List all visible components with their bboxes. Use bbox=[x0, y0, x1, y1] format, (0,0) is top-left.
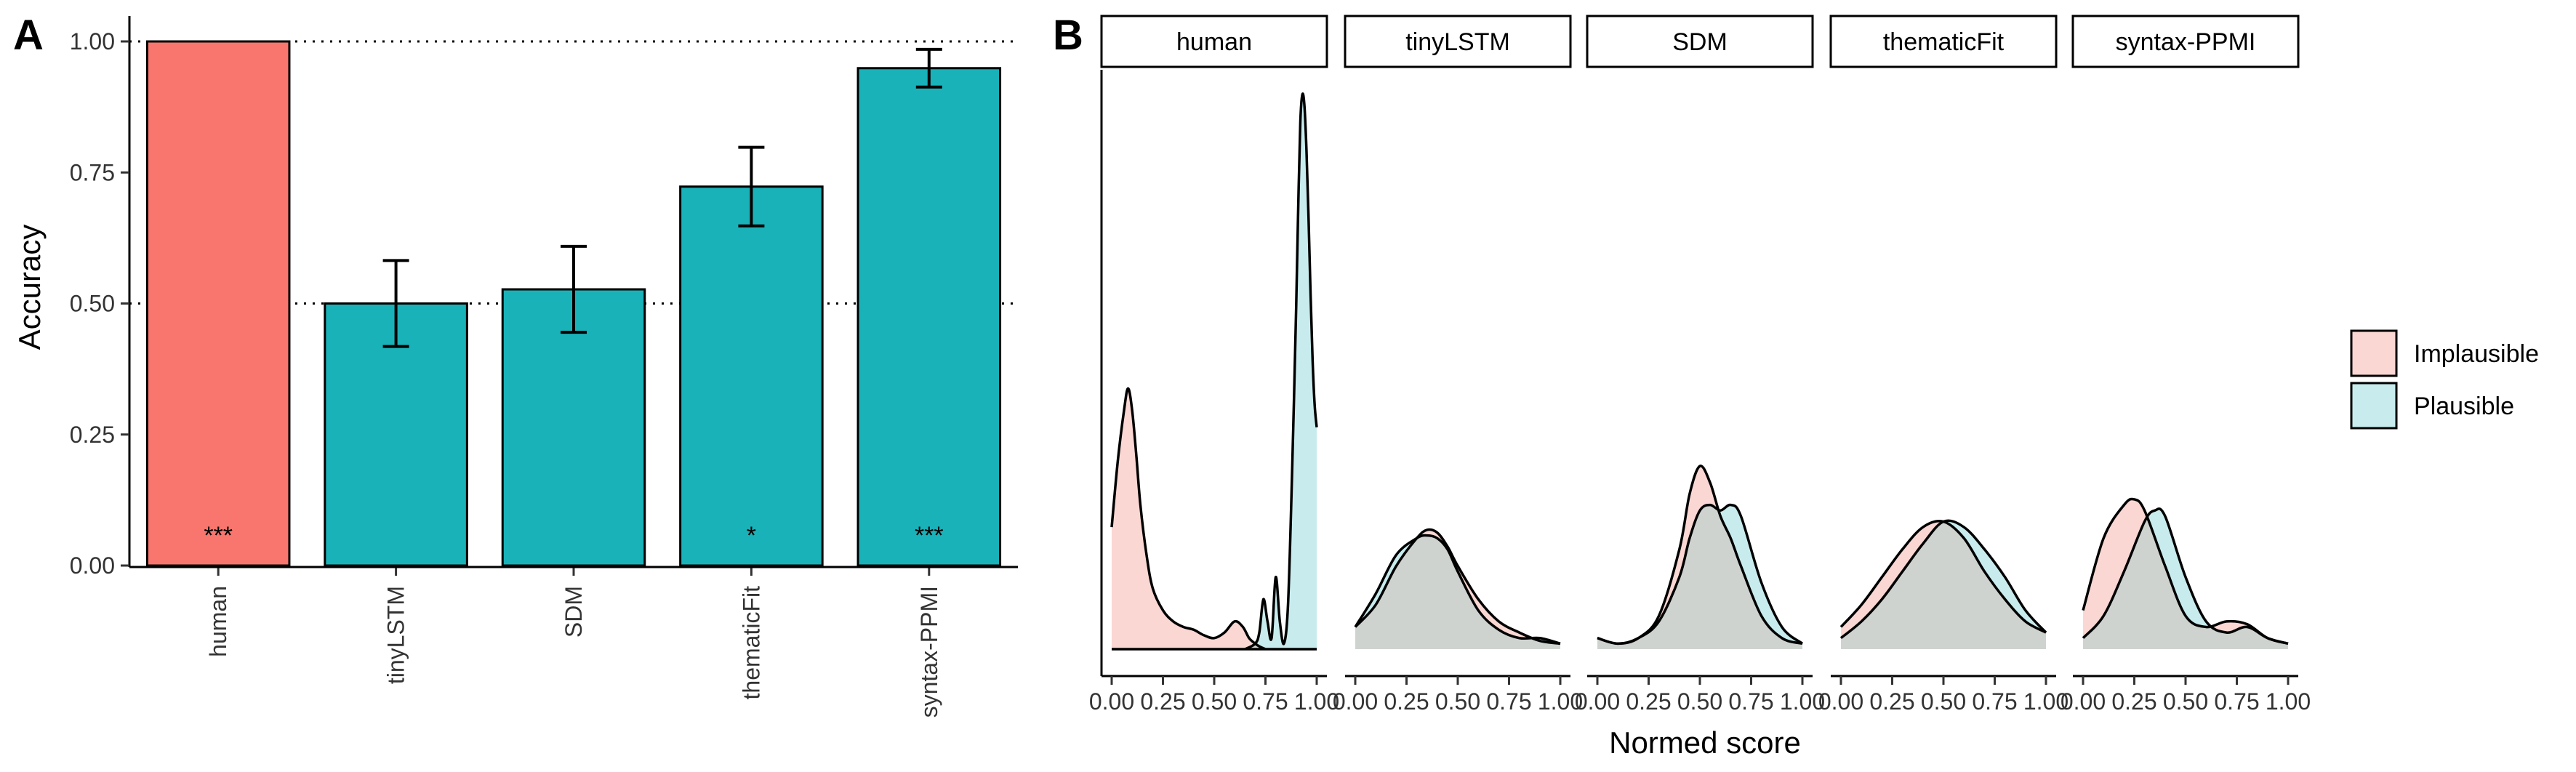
density-line-tinyLSTM-plausible bbox=[1354, 534, 1561, 646]
facet-strip-human bbox=[1100, 15, 1328, 68]
panel-a: A Accuracy *** human tinyLSTM SDM * thematicF… bbox=[12, 12, 1018, 717]
panel-a-plot: *** human tinyLSTM SDM * thematicFit *** syntax… bbox=[70, 16, 1018, 717]
x-tick-label-tinyLSTM-1: 0.25 bbox=[1384, 688, 1429, 715]
y-tick-label-3: 0.75 bbox=[70, 159, 115, 185]
x-tick-label-human-1: 0.25 bbox=[1140, 688, 1185, 715]
facet-strip-syntax-PPMI bbox=[2071, 15, 2300, 68]
panel-b-xlabel: Normed score bbox=[1609, 725, 1801, 760]
bar-SDM bbox=[501, 288, 646, 567]
facet-strip-tinyLSTM bbox=[1344, 15, 1572, 68]
facet-strip-label-thematicFit: thematicFit bbox=[1883, 28, 2005, 56]
x-tick-label-thematicFit-2: 0.50 bbox=[1921, 688, 1966, 715]
density-area-human-plausible bbox=[1245, 93, 1317, 649]
significance-label-human: *** bbox=[204, 522, 233, 550]
x-tick-label-tinyLSTM-4: 1.00 bbox=[1538, 688, 1583, 715]
facet-strip-SDM bbox=[1586, 15, 1814, 68]
density-line-SDM-plausible bbox=[1597, 503, 1804, 646]
x-tick-label-syntax-PPMI-3: 0.75 bbox=[2214, 688, 2259, 715]
x-tick-label-human-4: 1.00 bbox=[1294, 688, 1339, 715]
panel-a-letter: A bbox=[13, 12, 44, 59]
legend-label-implausible: Implausible bbox=[2414, 340, 2539, 368]
significance-label-syntax-PPMI: *** bbox=[915, 522, 944, 550]
y-tick-label-4: 1.00 bbox=[70, 28, 115, 55]
density-line-syntax-PPMI-plausible bbox=[2082, 507, 2289, 646]
bar-thematicFit bbox=[679, 185, 824, 567]
density-line-human-implausible bbox=[1110, 387, 1267, 651]
x-tick-label-tinyLSTM: tinyLSTM bbox=[383, 586, 409, 684]
density-overlap-SDM bbox=[1597, 504, 1802, 649]
x-tick-label-SDM-3: 0.75 bbox=[1728, 688, 1773, 715]
facet-SDM: SDM 0.00 0.25 0.50 0.75 1.00 bbox=[1575, 15, 1825, 715]
facet-strip-thematicFit bbox=[1829, 15, 2058, 68]
panel-b-legend: Implausible Plausible bbox=[2350, 329, 2539, 430]
density-line-tinyLSTM-implausible bbox=[1354, 528, 1561, 646]
x-tick-label-syntax-PPMI-1: 0.25 bbox=[2111, 688, 2156, 715]
y-tick-label-2: 0.50 bbox=[70, 291, 115, 317]
x-tick-label-thematicFit-3: 0.75 bbox=[1972, 688, 2017, 715]
facet-human: human 0.00 0.25 0.50 0.75 1.00 bbox=[1089, 15, 1339, 715]
facet-tinyLSTM: tinyLSTM 0.00 0.25 0.50 0.75 1.00 bbox=[1333, 15, 1583, 715]
x-tick-label-SDM-0: 0.00 bbox=[1575, 688, 1620, 715]
x-tick-label-tinyLSTM-0: 0.00 bbox=[1333, 688, 1378, 715]
x-tick-label-syntax-PPMI-2: 0.50 bbox=[2163, 688, 2208, 715]
facet-strip-label-syntax-PPMI: syntax-PPMI bbox=[2116, 28, 2256, 56]
panel-a-ylabel: Accuracy bbox=[12, 225, 47, 350]
legend-key-plausible bbox=[2350, 382, 2398, 430]
density-overlap-thematicFit bbox=[1841, 520, 2046, 649]
x-tick-label-SDM-4: 1.00 bbox=[1780, 688, 1825, 715]
facet-thematicFit: thematicFit 0.00 0.25 0.50 0.75 1.00 bbox=[1818, 15, 2069, 715]
legend-label-plausible: Plausible bbox=[2414, 393, 2514, 420]
density-line-syntax-PPMI-implausible bbox=[2082, 497, 2289, 646]
facet-syntax-PPMI: syntax-PPMI 0.00 0.25 0.50 0.75 1.00 bbox=[2061, 15, 2311, 715]
x-tick-label-syntax-PPMI-4: 1.00 bbox=[2266, 688, 2311, 715]
significance-label-thematicFit: * bbox=[747, 522, 756, 550]
x-tick-label-thematicFit: thematicFit bbox=[738, 586, 764, 700]
y-tick-label-0: 0.00 bbox=[70, 552, 115, 579]
x-tick-label-syntax-PPMI: syntax-PPMI bbox=[916, 586, 942, 717]
legend-key-implausible bbox=[2350, 329, 2398, 377]
x-tick-label-thematicFit-1: 0.25 bbox=[1869, 688, 1914, 715]
y-tick-label-1: 0.25 bbox=[70, 422, 115, 448]
density-line-thematicFit-plausible bbox=[1839, 519, 2047, 640]
density-area-human-implausible bbox=[1112, 388, 1266, 649]
x-tick-label-syntax-PPMI-0: 0.00 bbox=[2061, 688, 2106, 715]
density-line-human-plausible bbox=[1244, 92, 1318, 651]
facet-strip-label-tinyLSTM: tinyLSTM bbox=[1405, 28, 1510, 56]
x-tick-label-tinyLSTM-3: 0.75 bbox=[1486, 688, 1531, 715]
facet-strip-label-SDM: SDM bbox=[1672, 28, 1728, 56]
x-tick-label-human-3: 0.75 bbox=[1243, 688, 1288, 715]
x-tick-label-thematicFit-0: 0.00 bbox=[1818, 688, 1863, 715]
x-tick-label-thematicFit-4: 1.00 bbox=[2023, 688, 2069, 715]
bar-syntax-PPMI bbox=[856, 67, 1002, 567]
x-tick-label-SDM-1: 0.25 bbox=[1626, 688, 1671, 715]
x-tick-label-human-2: 0.50 bbox=[1192, 688, 1237, 715]
panel-b-letter: B bbox=[1053, 12, 1083, 59]
x-tick-label-tinyLSTM-2: 0.50 bbox=[1435, 688, 1480, 715]
bar-human bbox=[145, 40, 291, 567]
x-tick-label-SDM: SDM bbox=[561, 586, 587, 638]
facet-strip-label-human: human bbox=[1176, 28, 1252, 56]
x-tick-label-human-0: 0.00 bbox=[1089, 688, 1134, 715]
x-tick-label-SDM-2: 0.50 bbox=[1677, 688, 1722, 715]
x-tick-label-human: human bbox=[205, 586, 231, 657]
density-overlap-tinyLSTM bbox=[1355, 535, 1560, 649]
